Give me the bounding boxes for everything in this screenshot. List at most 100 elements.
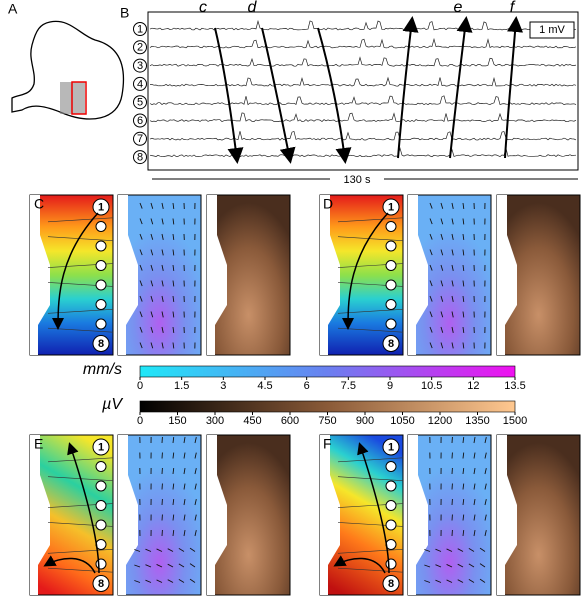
colorbar bbox=[139, 400, 516, 413]
velocity-arrow bbox=[468, 563, 475, 568]
velocity-arrow bbox=[457, 548, 464, 552]
velocity-arrow bbox=[161, 326, 164, 333]
velocity-arrow bbox=[484, 499, 487, 506]
velocity-map bbox=[117, 434, 202, 596]
velocity-arrow bbox=[150, 295, 154, 302]
trace bbox=[149, 130, 577, 141]
velocity-arrow bbox=[183, 514, 186, 521]
propagation-arrow bbox=[43, 555, 96, 574]
velocity-arrow bbox=[194, 468, 197, 475]
velocity-arrow bbox=[457, 579, 464, 583]
velocity-arrow bbox=[462, 498, 465, 506]
velocity-arrow bbox=[462, 280, 465, 287]
contour bbox=[337, 217, 404, 223]
electrode bbox=[385, 279, 397, 291]
electrode bbox=[95, 558, 107, 570]
velocity-arrow bbox=[150, 326, 154, 333]
velocity-arrow bbox=[451, 295, 454, 302]
electrode bbox=[95, 260, 107, 271]
velocity-arrow bbox=[462, 452, 465, 459]
velocity-arrow bbox=[429, 264, 433, 271]
velocity-arrow bbox=[462, 529, 465, 537]
contour bbox=[47, 236, 114, 242]
contour bbox=[47, 457, 114, 463]
maps: 1 8 1 8 1 8 1 8 bbox=[29, 194, 581, 596]
velocity-arrow bbox=[172, 311, 175, 318]
trace bbox=[149, 19, 577, 31]
velocity-arrow bbox=[183, 437, 186, 444]
velocity-arrow bbox=[473, 499, 476, 506]
electrode bbox=[385, 500, 397, 511]
velocity-arrow bbox=[156, 579, 163, 583]
colorbar-tick-label: 1200 bbox=[428, 415, 452, 427]
trace bbox=[150, 76, 577, 87]
velocity-arrow bbox=[462, 202, 465, 210]
channel-label: 3 bbox=[137, 60, 143, 72]
velocity-arrow bbox=[194, 514, 197, 521]
colorbar-tick-label: 150 bbox=[168, 415, 186, 427]
velocity-arrow bbox=[172, 467, 175, 475]
propagation-arrow bbox=[333, 555, 386, 574]
map-mask bbox=[497, 195, 517, 355]
panel-label: B bbox=[120, 5, 129, 21]
duration-label: 130 s bbox=[344, 174, 371, 186]
velocity-arrow bbox=[484, 468, 487, 475]
velocity-arrow bbox=[172, 483, 175, 490]
velocity-arrow bbox=[189, 563, 196, 568]
electrode-label: 8 bbox=[388, 338, 394, 350]
velocity-arrow bbox=[161, 218, 164, 225]
velocity-arrow bbox=[139, 202, 143, 209]
contour bbox=[47, 548, 114, 554]
velocity-arrow bbox=[167, 563, 174, 568]
electrode-label: 1 bbox=[388, 441, 394, 453]
electrode bbox=[92, 575, 110, 592]
wave-label: f bbox=[510, 0, 516, 16]
velocity-arrow bbox=[150, 264, 154, 271]
trace bbox=[149, 146, 577, 158]
electrode-label: 1 bbox=[98, 201, 104, 213]
channel-marker bbox=[133, 95, 147, 110]
electrode bbox=[92, 198, 110, 216]
channel-label: 2 bbox=[137, 42, 143, 54]
velocity-arrow bbox=[473, 437, 476, 444]
velocity-arrow bbox=[145, 579, 152, 583]
channel-marker bbox=[133, 150, 147, 165]
velocity-arrow bbox=[451, 264, 454, 271]
velocity-arrow bbox=[451, 280, 454, 287]
velocity-arrow bbox=[172, 295, 175, 303]
velocity-arrow bbox=[462, 264, 465, 272]
wave-label: d bbox=[248, 0, 258, 16]
contour bbox=[337, 567, 404, 573]
velocity-arrow bbox=[183, 468, 186, 475]
velocity-arrow bbox=[429, 342, 433, 349]
velocity-arrow bbox=[462, 483, 465, 490]
velocity-arrow bbox=[484, 530, 487, 537]
contour bbox=[47, 217, 114, 223]
velocity-arrow bbox=[139, 249, 143, 256]
velocity-arrow bbox=[462, 295, 465, 303]
map-mask bbox=[320, 435, 340, 595]
velocity-arrow bbox=[161, 202, 164, 209]
colorbar-tick-label: 9 bbox=[387, 380, 393, 392]
trace-box bbox=[147, 11, 579, 171]
scale-box bbox=[529, 21, 575, 39]
stomach-drawing bbox=[11, 20, 124, 120]
contour bbox=[337, 236, 404, 242]
colorbar-tick-label: 12 bbox=[467, 380, 479, 392]
velocity-arrow bbox=[150, 218, 154, 225]
velocity-arrow bbox=[172, 529, 175, 537]
colorbar-tick-label: 900 bbox=[356, 415, 374, 427]
electrode bbox=[385, 480, 397, 492]
velocity-arrow bbox=[167, 579, 174, 583]
panel-label: A bbox=[8, 1, 18, 17]
colorbar-tick-label: 3 bbox=[220, 380, 226, 392]
map-mask bbox=[497, 435, 517, 595]
map-mask bbox=[207, 435, 227, 595]
map-mask bbox=[207, 195, 227, 355]
channel-label: 8 bbox=[137, 152, 143, 164]
velocity-arrow bbox=[429, 202, 433, 209]
electrode bbox=[95, 299, 107, 310]
trace bbox=[149, 37, 577, 49]
velocity-arrow bbox=[161, 280, 164, 287]
velocity-arrow bbox=[479, 563, 486, 568]
